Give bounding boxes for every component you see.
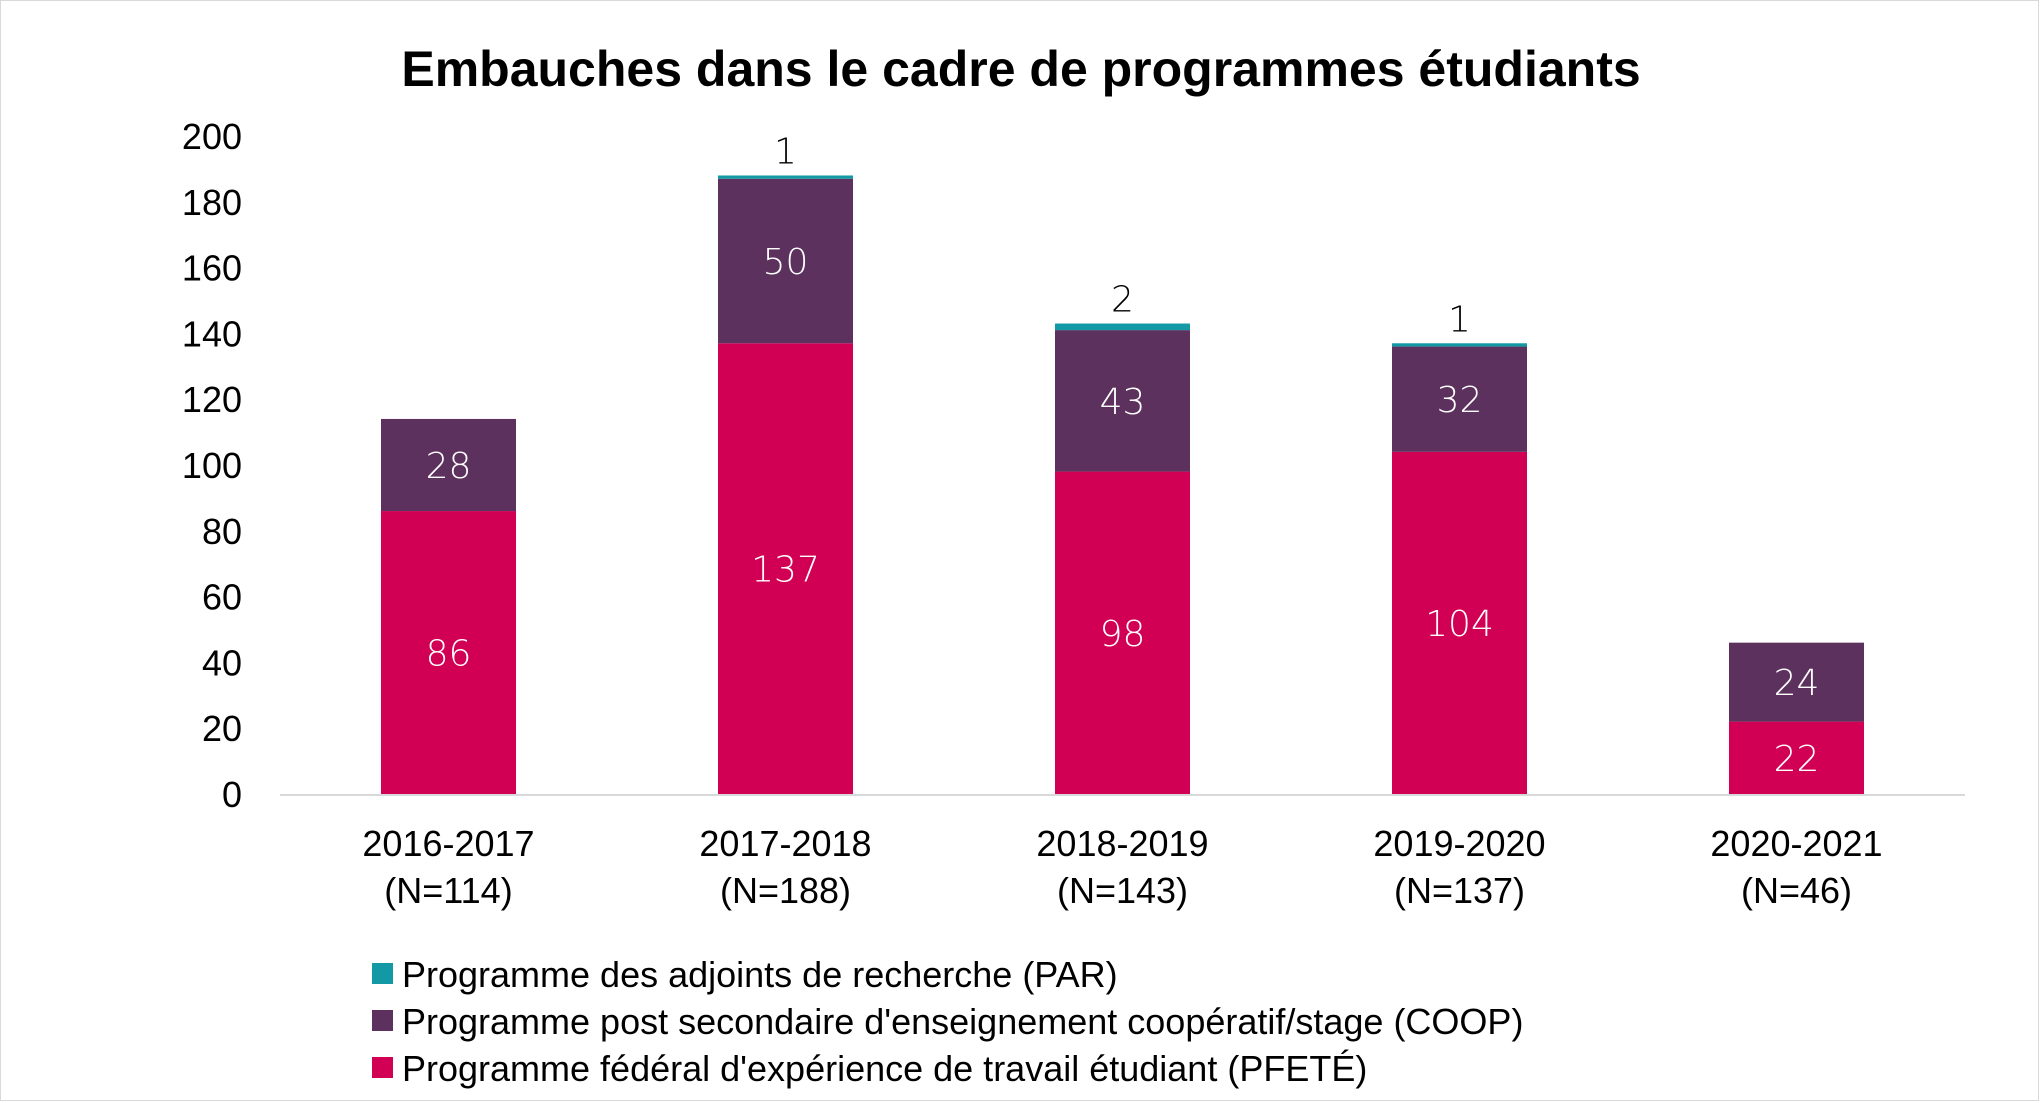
data-label: 2: [1111, 280, 1134, 321]
bar-segment: [381, 418, 516, 512]
bar-stack-2016-2017: 86 28: [381, 418, 516, 794]
data-label: 98: [1100, 614, 1146, 655]
legend-label: Programme fédéral d'expérience de travai…: [402, 1048, 1367, 1089]
x-tick-label: 2017-2018: [699, 823, 871, 864]
legend-label: Programme des adjoints de recherche (PAR…: [402, 954, 1118, 995]
legend-item: Programme fédéral d'expérience de travai…: [372, 1048, 1367, 1089]
y-tick-label: 80: [202, 511, 242, 552]
x-tick-label: (N=143): [1057, 870, 1188, 911]
bar-segment: [381, 511, 516, 794]
x-tick-label: (N=137): [1394, 870, 1525, 911]
x-axis: 2016-2017 (N=114) 2017-2018 (N=188) 2018-201…: [280, 794, 1965, 911]
bar-segment: [1392, 451, 1527, 794]
bar-segment: [1729, 721, 1864, 794]
bar-segment: [1392, 343, 1527, 347]
x-tick-label: (N=114): [384, 870, 512, 911]
bar-segment: [1729, 642, 1864, 722]
data-label: 28: [426, 446, 472, 487]
x-tick-label: 2020-2021: [1710, 823, 1882, 864]
bar-segment: [1055, 471, 1190, 794]
data-label: 24: [1774, 663, 1820, 704]
bar-stack-2020-2021: 22 24: [1729, 642, 1864, 794]
y-axis: 0 20 40 60 80 100 120 140 160 180 200: [182, 116, 242, 815]
data-label: 32: [1437, 380, 1483, 421]
bar-segment: [718, 343, 853, 794]
bar-segment: [1055, 323, 1190, 331]
y-tick-label: 60: [202, 577, 242, 618]
data-label: 104: [1425, 604, 1494, 645]
y-tick-label: 120: [182, 379, 242, 420]
bar-stack-2019-2020: 104 32 1: [1392, 299, 1527, 794]
x-tick-label: (N=46): [1741, 870, 1852, 911]
chart-title: Embauches dans le cadre de programmes ét…: [401, 41, 1640, 97]
bar-stack-2017-2018: 137 50 1: [718, 131, 853, 794]
bar-stack-2018-2019: 98 43 2: [1055, 280, 1190, 794]
y-tick-label: 100: [182, 445, 242, 486]
legend-swatch: [372, 1057, 393, 1078]
data-label: 86: [426, 634, 472, 675]
x-tick-label: 2019-2020: [1373, 823, 1545, 864]
x-tick-label: 2018-2019: [1036, 823, 1208, 864]
bar-segment: [1392, 346, 1527, 452]
y-tick-label: 180: [182, 182, 242, 223]
legend-item: Programme post secondaire d'enseignement…: [372, 1001, 1523, 1042]
legend: Programme des adjoints de recherche (PAR…: [372, 954, 1523, 1089]
x-tick-label: 2016-2017: [362, 823, 534, 864]
data-label: 43: [1100, 382, 1146, 423]
legend-item: Programme des adjoints de recherche (PAR…: [372, 954, 1118, 995]
x-tick-label: (N=188): [720, 870, 851, 911]
bar-segment: [718, 175, 853, 179]
bar-segment: [1055, 330, 1190, 472]
bars: 86 28 137 50 1 98 43 2 104 32 1 22 24: [381, 131, 1864, 794]
y-tick-label: 0: [222, 774, 242, 815]
legend-label: Programme post secondaire d'enseignement…: [402, 1001, 1523, 1042]
y-tick-label: 40: [202, 642, 242, 683]
legend-swatch: [372, 1010, 393, 1031]
y-tick-label: 140: [182, 313, 242, 354]
bar-segment: [718, 178, 853, 344]
legend-swatch: [372, 963, 393, 984]
data-label: 1: [774, 131, 797, 172]
data-label: 22: [1774, 739, 1820, 780]
data-label: 1: [1448, 299, 1471, 340]
y-tick-label: 20: [202, 708, 242, 749]
data-label: 50: [763, 242, 809, 283]
y-tick-label: 160: [182, 248, 242, 289]
data-label: 137: [751, 550, 820, 591]
y-tick-label: 200: [182, 116, 242, 157]
